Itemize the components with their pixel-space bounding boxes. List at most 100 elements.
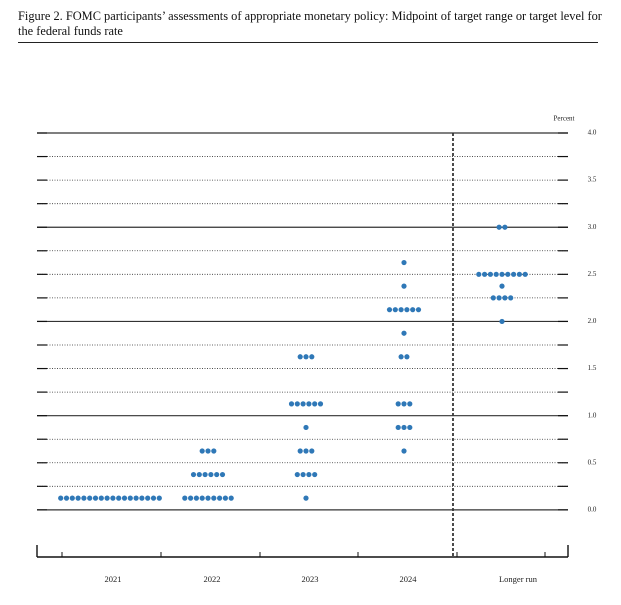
dot xyxy=(228,495,234,501)
dot xyxy=(415,307,422,313)
dot xyxy=(522,271,528,277)
dot xyxy=(156,495,162,501)
x-tick-label: 2023 xyxy=(302,574,319,584)
dot xyxy=(211,495,217,501)
dot xyxy=(81,495,87,501)
dot xyxy=(505,271,511,277)
dot xyxy=(196,471,202,478)
y-tick-label: 2.5 xyxy=(588,270,597,278)
dot xyxy=(211,448,217,454)
dot xyxy=(199,495,205,501)
dot xyxy=(303,354,309,360)
title-rule xyxy=(18,42,598,43)
dot xyxy=(145,495,151,501)
y-tick-label: 2.0 xyxy=(588,317,597,325)
dot xyxy=(510,271,517,277)
dot xyxy=(401,424,407,431)
dot xyxy=(58,495,64,501)
dot xyxy=(392,307,398,313)
dot xyxy=(127,495,133,501)
dot xyxy=(317,401,324,407)
dot xyxy=(401,283,407,289)
dot xyxy=(303,495,309,501)
dot xyxy=(398,307,404,313)
dot xyxy=(190,471,197,478)
y-tick-label: 3.5 xyxy=(588,176,597,184)
dot xyxy=(214,471,220,478)
dot xyxy=(133,495,139,501)
dot xyxy=(98,495,104,501)
dot xyxy=(219,471,226,478)
dot xyxy=(182,495,188,501)
dot xyxy=(309,448,315,454)
dot xyxy=(398,354,404,360)
dot xyxy=(410,307,416,313)
dot xyxy=(401,259,407,266)
dot xyxy=(208,471,214,478)
dot xyxy=(294,471,300,478)
dot xyxy=(110,495,116,501)
dot xyxy=(205,495,211,501)
dot xyxy=(306,471,312,478)
dot xyxy=(482,271,488,277)
dot xyxy=(121,495,128,501)
dot xyxy=(205,448,211,454)
dot xyxy=(407,424,413,431)
dot xyxy=(493,271,499,277)
dot xyxy=(502,295,508,301)
dot xyxy=(401,401,407,407)
dot xyxy=(490,295,496,301)
dot xyxy=(476,271,482,277)
dot xyxy=(312,471,318,478)
dot xyxy=(401,330,407,336)
dot xyxy=(69,495,75,501)
dot xyxy=(312,401,318,407)
dot xyxy=(404,307,410,313)
dot xyxy=(202,471,208,478)
dot xyxy=(395,424,401,431)
dot xyxy=(496,295,502,301)
x-tick-label: 2022 xyxy=(204,574,221,584)
dot xyxy=(502,224,508,230)
dot xyxy=(386,307,393,313)
dot xyxy=(139,495,145,501)
dot xyxy=(294,401,300,407)
x-tick-label: 2024 xyxy=(400,574,418,584)
dot xyxy=(306,401,312,407)
dot xyxy=(303,424,309,431)
y-tick-label: 0.0 xyxy=(588,505,597,513)
dot xyxy=(297,448,303,454)
y-tick-label: 1.5 xyxy=(588,364,597,372)
dot xyxy=(63,495,70,501)
dot xyxy=(217,495,223,501)
dot xyxy=(404,354,410,360)
dot xyxy=(303,448,309,454)
dot xyxy=(309,354,315,360)
dot xyxy=(300,471,306,478)
dot xyxy=(199,448,205,454)
dot xyxy=(499,318,505,325)
dot xyxy=(116,495,122,501)
dot xyxy=(499,283,505,289)
dot xyxy=(222,495,228,501)
dot xyxy=(508,295,514,301)
dot xyxy=(193,495,199,501)
dot xyxy=(104,495,110,501)
dot xyxy=(75,495,81,501)
dot xyxy=(300,401,306,407)
dot xyxy=(92,495,99,501)
dot xyxy=(496,224,502,230)
y-tick-label: 1.0 xyxy=(588,411,597,419)
dot xyxy=(87,495,93,501)
dot xyxy=(499,271,505,277)
y-axis-label: Percent xyxy=(554,115,575,123)
dot xyxy=(188,495,194,501)
x-tick-label: Longer run xyxy=(499,574,538,584)
dot xyxy=(395,401,401,407)
chart-title: Figure 2. FOMC participants’ assessments… xyxy=(18,9,602,38)
dot xyxy=(288,401,295,407)
dot xyxy=(150,495,157,501)
dot xyxy=(407,401,413,407)
